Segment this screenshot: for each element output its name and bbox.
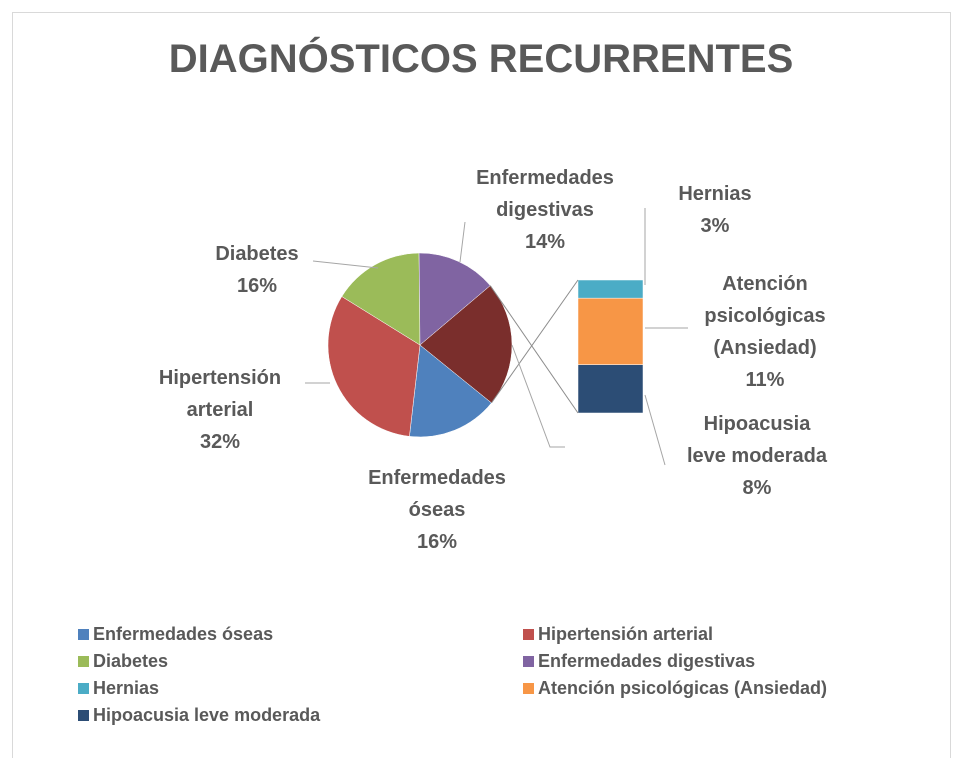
data-label-name: Diabetes: [215, 243, 299, 265]
data-label: Enfermedades digestivas 14%: [465, 162, 625, 258]
legend-item: Hipertensión arterial: [523, 624, 713, 645]
data-label: Hernias 3%: [655, 178, 775, 242]
data-label-value: 32%: [199, 431, 241, 453]
legend-item: Enfermedades digestivas: [523, 651, 755, 672]
leader-line: [312, 260, 379, 269]
data-label-value: 16%: [416, 531, 458, 553]
legend-item: Enfermedades óseas: [78, 624, 273, 645]
connector: [491, 279, 579, 404]
legend-swatch: [523, 683, 534, 694]
legend-swatch: [78, 683, 89, 694]
legend-label: Diabetes: [93, 651, 169, 671]
pie-slice: [341, 252, 421, 346]
pie-slice: [327, 296, 421, 437]
legend-label: Hipoacusia leve moderada: [93, 705, 321, 725]
data-label: Diabetes 16%: [182, 238, 332, 302]
legend-swatch: [78, 710, 89, 721]
data-label: Hipertensión arterial 32%: [135, 362, 305, 458]
legend-item: Diabetes: [78, 651, 168, 672]
legend-swatch: [78, 629, 89, 640]
legend-swatch: [78, 656, 89, 667]
legend-swatch: [523, 656, 534, 667]
data-label-name: Enfermedades digestivas: [476, 167, 614, 221]
chart-title: DIAGNÓSTICOS RECURRENTES: [169, 35, 794, 81]
leader-line: [644, 394, 666, 466]
pie-slice: [409, 344, 492, 438]
pie-slice: [418, 252, 491, 346]
data-label-name: Hernias: [678, 183, 752, 205]
data-label-value: 14%: [524, 231, 566, 253]
data-label-value: 16%: [236, 275, 278, 297]
bar-segment: [577, 279, 644, 299]
legend-label: Enfermedades digestivas: [538, 651, 756, 671]
legend-label: Hipertensión arterial: [538, 624, 714, 644]
data-label-name: Hipoacusia leve moderada: [686, 413, 828, 467]
legend-item: Atención psicológicas (Ansiedad): [523, 678, 827, 699]
data-label: Enfermedades óseas 16%: [357, 462, 517, 558]
chart-border: [12, 12, 951, 758]
legend-label: Hernias: [93, 678, 160, 698]
data-label-value: 3%: [700, 215, 730, 237]
data-label-value: 8%: [742, 477, 772, 499]
legend-swatch: [523, 629, 534, 640]
bar-segment: [577, 297, 644, 365]
legend-item: Hernias: [78, 678, 159, 699]
bar-segment: [577, 364, 644, 414]
legend-item: Hipoacusia leve moderada: [78, 705, 320, 726]
leader-line: [459, 221, 466, 263]
legend-label: Enfermedades óseas: [93, 624, 274, 644]
data-label-name: Enfermedades óseas: [368, 467, 506, 521]
legend-label: Atención psicológicas (Ansiedad): [538, 678, 828, 698]
connector: [489, 285, 579, 414]
data-label-value: 11%: [745, 369, 785, 391]
leader-line: [511, 344, 565, 448]
data-label: Hipoacusia leve moderada 8%: [682, 408, 832, 504]
data-label-name: Hipertensión arterial: [158, 367, 282, 421]
data-label: Atención psicológicas (Ansiedad) 11%: [680, 268, 850, 396]
data-label-name: Atención psicológicas (Ansiedad): [704, 273, 826, 359]
